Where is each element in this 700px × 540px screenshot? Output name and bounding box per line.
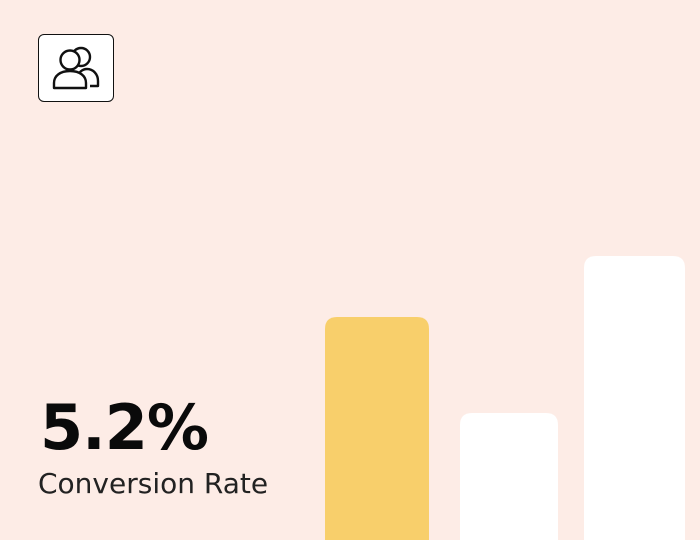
metric-value: 5.2% — [40, 391, 209, 464]
bar-2 — [460, 413, 558, 540]
bar-3 — [584, 256, 685, 540]
bar-1 — [325, 317, 429, 540]
users-icon — [52, 46, 100, 90]
metric-label: Conversion Rate — [38, 467, 269, 500]
users-icon-box — [38, 34, 114, 102]
